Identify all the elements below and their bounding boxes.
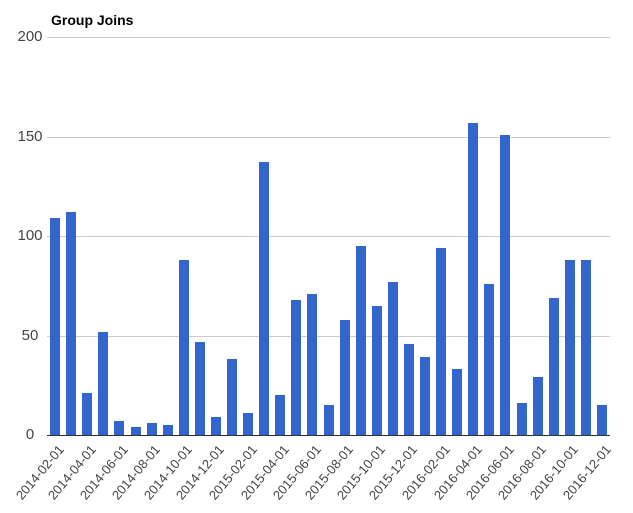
- bar-2014-03-01[interactable]: [66, 212, 77, 435]
- y-gridline: [47, 236, 610, 237]
- bar-2015-03-01[interactable]: [259, 162, 270, 435]
- bar-2016-10-01[interactable]: [564, 259, 575, 435]
- bar-2016-04-01[interactable]: [468, 122, 479, 435]
- bar-2016-06-01[interactable]: [500, 134, 511, 435]
- bar-2014-11-01[interactable]: [194, 341, 205, 435]
- bar-2016-07-01[interactable]: [516, 403, 527, 435]
- bar-2016-03-01[interactable]: [452, 369, 463, 435]
- bar-2015-12-01[interactable]: [403, 343, 414, 435]
- bar-2014-02-01[interactable]: [50, 218, 60, 435]
- x-axis-baseline: [47, 435, 610, 436]
- bar-2014-04-01[interactable]: [82, 393, 93, 435]
- bar-2016-08-01[interactable]: [532, 377, 543, 435]
- bar-2015-09-01[interactable]: [355, 245, 366, 435]
- bar-2015-08-01[interactable]: [339, 319, 350, 435]
- bar-2015-11-01[interactable]: [387, 281, 398, 435]
- bar-2014-06-01[interactable]: [114, 421, 125, 435]
- y-axis-tick-label: 100: [17, 227, 43, 244]
- bar-2015-10-01[interactable]: [371, 305, 382, 435]
- bar-2016-11-01[interactable]: [580, 259, 591, 435]
- bar-2016-09-01[interactable]: [548, 297, 559, 435]
- bar-2015-07-01[interactable]: [323, 405, 334, 435]
- y-axis-tick-label: 50: [21, 326, 39, 344]
- chart-title: Group Joins: [51, 12, 134, 28]
- bar-2014-10-01[interactable]: [178, 259, 189, 435]
- bar-2016-12-01[interactable]: [597, 405, 607, 435]
- bar-2015-05-01[interactable]: [291, 299, 302, 435]
- y-gridline: [47, 335, 610, 337]
- y-axis-tick-label: 200: [17, 28, 43, 45]
- bar-2014-09-01[interactable]: [162, 425, 173, 435]
- bar-2015-06-01[interactable]: [307, 293, 318, 435]
- bar-2016-02-01[interactable]: [436, 247, 447, 435]
- bar-2016-01-01[interactable]: [420, 357, 430, 435]
- y-axis-tick-label: 150: [17, 127, 43, 145]
- bar-2015-02-01[interactable]: [243, 413, 254, 435]
- bar-2014-07-01[interactable]: [130, 427, 141, 435]
- bar-2014-08-01[interactable]: [146, 423, 157, 435]
- bar-2015-04-01[interactable]: [275, 395, 286, 435]
- y-axis-tick-label: 0: [25, 426, 35, 443]
- bar-2014-05-01[interactable]: [98, 331, 109, 435]
- y-gridline: [47, 37, 610, 38]
- y-gridline: [47, 136, 610, 138]
- bar-2014-12-01[interactable]: [210, 417, 221, 435]
- bar-2015-01-01[interactable]: [227, 359, 237, 435]
- bar-2016-05-01[interactable]: [484, 283, 495, 435]
